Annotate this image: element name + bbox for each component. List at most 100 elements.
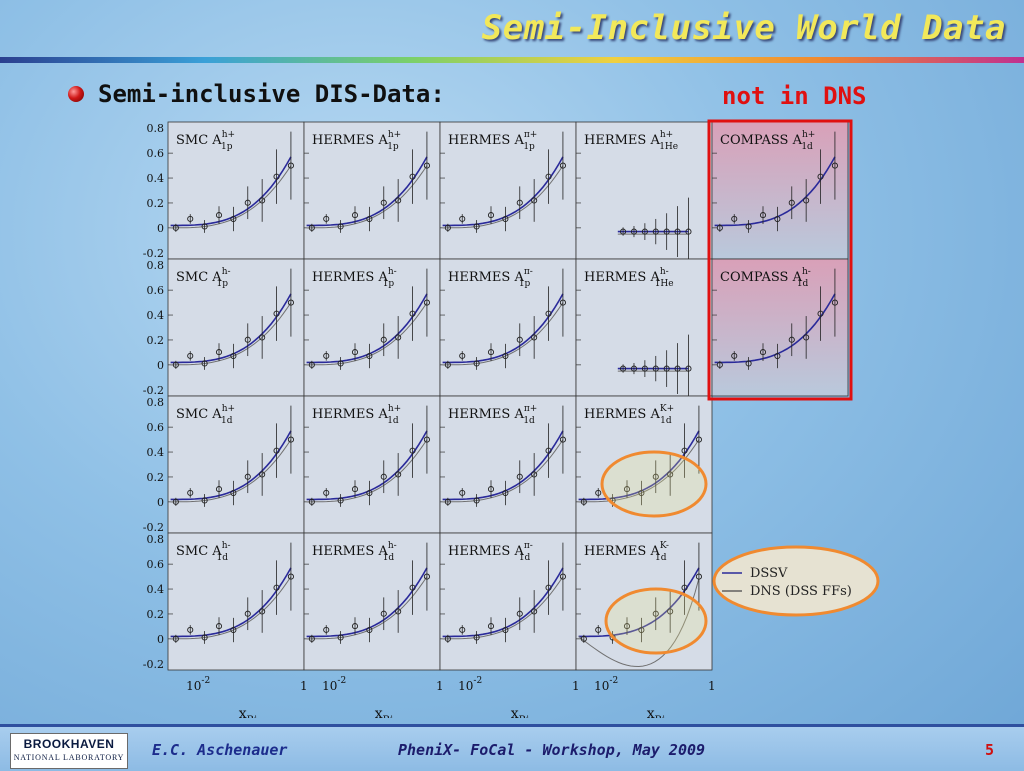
y-tick-label: 0.2 [147, 197, 165, 210]
data-point [685, 365, 692, 372]
x-axis-label: xBj [647, 706, 665, 718]
data-point [545, 447, 552, 454]
data-point [244, 610, 251, 617]
data-point [502, 489, 509, 497]
y-tick-label: 0.6 [147, 421, 165, 434]
data-point [423, 436, 430, 443]
data-point [323, 626, 330, 633]
footer-bar: BROOKHAVEN NATIONAL LABORATORY E.C. Asch… [0, 724, 1024, 771]
panel-frame [303, 258, 441, 397]
data-point [172, 361, 179, 368]
panel-label: HERMES Aπ+ 1d [448, 404, 537, 426]
data-point [187, 215, 194, 222]
data-point [273, 310, 280, 317]
data-point [273, 173, 280, 180]
logo-bottom-text: NATIONAL LABORATORY [13, 753, 125, 762]
data-point [366, 352, 373, 360]
data-point [187, 489, 194, 496]
data-point [685, 228, 692, 235]
panel-frame [303, 532, 441, 671]
logo-top-text: BROOKHAVEN [23, 737, 115, 751]
y-tick-label: 0.4 [147, 172, 165, 185]
footer-author: E.C. Aschenauer [152, 741, 288, 759]
data-point [172, 224, 179, 231]
data-point [187, 352, 194, 359]
data-point [215, 623, 223, 630]
data-point [663, 365, 670, 372]
data-point [395, 471, 402, 478]
data-point [259, 334, 266, 341]
data-point [287, 573, 294, 580]
y-tick-label: 0.4 [147, 309, 165, 322]
data-point [380, 199, 387, 206]
panel-label: HERMES Aπ+ 1p [448, 130, 537, 152]
brookhaven-logo: BROOKHAVEN NATIONAL LABORATORY [10, 733, 128, 769]
panel-frame [167, 258, 305, 397]
panel-frame [167, 395, 305, 534]
bullet-icon [68, 86, 84, 102]
data-point [531, 334, 538, 341]
data-point [516, 610, 523, 617]
data-point [230, 489, 237, 497]
data-point [674, 365, 681, 372]
data-point [831, 162, 838, 169]
panel-frame [575, 121, 713, 260]
data-point [323, 489, 330, 496]
data-point [351, 486, 359, 493]
data-point [409, 310, 416, 317]
data-point [409, 447, 416, 454]
y-tick-label: 0.2 [147, 471, 165, 484]
data-point [788, 336, 795, 343]
data-point [817, 173, 824, 180]
data-point [502, 215, 509, 223]
panel-label: HERMES Ah+ 1d [312, 404, 401, 426]
data-point [652, 365, 659, 372]
y-tick-label: 0.2 [147, 608, 165, 621]
y-tick-label: 0.8 [147, 396, 165, 409]
x-tick-one: 1 [708, 679, 716, 693]
y-tick-label: 0.8 [147, 259, 165, 272]
data-point [395, 197, 402, 204]
y-tick-label: 0 [157, 359, 164, 372]
data-point [323, 352, 330, 359]
data-point [172, 635, 179, 642]
data-point [423, 299, 430, 306]
data-point [652, 610, 659, 617]
data-point [545, 310, 552, 317]
y-tick-label: 0.8 [147, 533, 165, 546]
data-point [623, 623, 631, 630]
data-point [652, 473, 659, 480]
data-point [380, 610, 387, 617]
data-point [630, 365, 638, 372]
panel-label: HERMES Ah+ 1p [312, 130, 401, 152]
data-point [531, 471, 538, 478]
data-point [487, 623, 495, 630]
data-point [502, 626, 509, 634]
data-point [423, 573, 430, 580]
not-in-dns-box [707, 119, 853, 401]
data-point [487, 349, 495, 356]
data-point [444, 635, 451, 642]
data-point [559, 573, 566, 580]
data-point [559, 162, 566, 169]
data-point [531, 197, 538, 204]
data-point [580, 635, 587, 642]
panel-label: HERMES Aπ-1d [448, 541, 533, 563]
data-point [620, 365, 627, 372]
asymmetry-panels-svg: 0.80.60.40.20-0.20.80.60.40.20-0.20.80.6… [143, 119, 880, 726]
panel-label: COMPASS Ah+ 1d [720, 130, 815, 152]
y-tick-label: -0.2 [143, 658, 164, 671]
data-point [308, 498, 315, 505]
y-tick-label: 0 [157, 496, 164, 509]
data-point [638, 489, 645, 497]
data-point [201, 223, 208, 230]
data-point [259, 608, 266, 615]
data-point [545, 584, 552, 591]
legend-label: DSSV [750, 566, 788, 581]
data-point [366, 626, 373, 634]
y-tick-label: 0 [157, 633, 164, 646]
data-point [230, 215, 237, 223]
page-number: 5 [984, 741, 994, 759]
panel-label: SMC Ah+ 1d [176, 404, 235, 426]
data-point [230, 352, 237, 360]
